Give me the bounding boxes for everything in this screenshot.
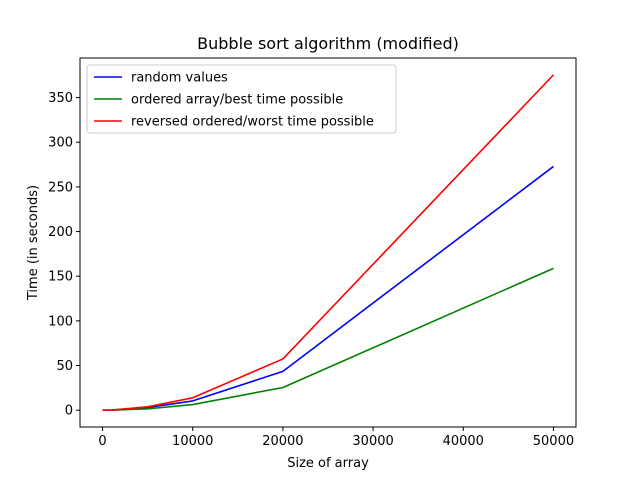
- x-tick-label: 50000: [533, 434, 574, 449]
- legend: random values ordered array/best time pos…: [86, 64, 397, 134]
- chart-title: Bubble sort algorithm (modified): [197, 34, 459, 53]
- y-tick-label: 250: [48, 180, 73, 195]
- legend-entry: reversed ordered/worst time possible: [131, 115, 374, 130]
- series-line-0: [102, 165, 554, 411]
- legend-entry: random values: [131, 71, 228, 86]
- legend-box: [86, 64, 397, 134]
- y-tick-label: 0: [65, 404, 73, 419]
- x-tick-label: 0: [98, 434, 106, 449]
- y-tick-label: 200: [48, 225, 73, 240]
- legend-entry: ordered array/best time possible: [131, 93, 343, 108]
- series-line-1: [102, 267, 554, 412]
- y-tick-label: 350: [48, 91, 73, 106]
- y-tick-label: 150: [48, 270, 73, 285]
- x-tick-label: 40000: [443, 434, 484, 449]
- x-axis: 0 10000 20000 30000 40000 50000: [98, 427, 574, 449]
- y-tick-label: 100: [48, 314, 73, 329]
- y-axis: 0 50 100 150 200 250 300 350: [48, 91, 80, 419]
- y-tick-label: 300: [48, 136, 73, 151]
- y-axis-label: Time (in seconds): [26, 185, 41, 301]
- x-tick-label: 10000: [172, 434, 213, 449]
- x-axis-label: Size of array: [287, 456, 369, 471]
- y-tick-label: 50: [56, 359, 73, 374]
- series-line-2: [102, 74, 555, 412]
- plot-frame: [79, 57, 577, 428]
- x-tick-label: 30000: [352, 434, 393, 449]
- x-tick-label: 20000: [262, 434, 303, 449]
